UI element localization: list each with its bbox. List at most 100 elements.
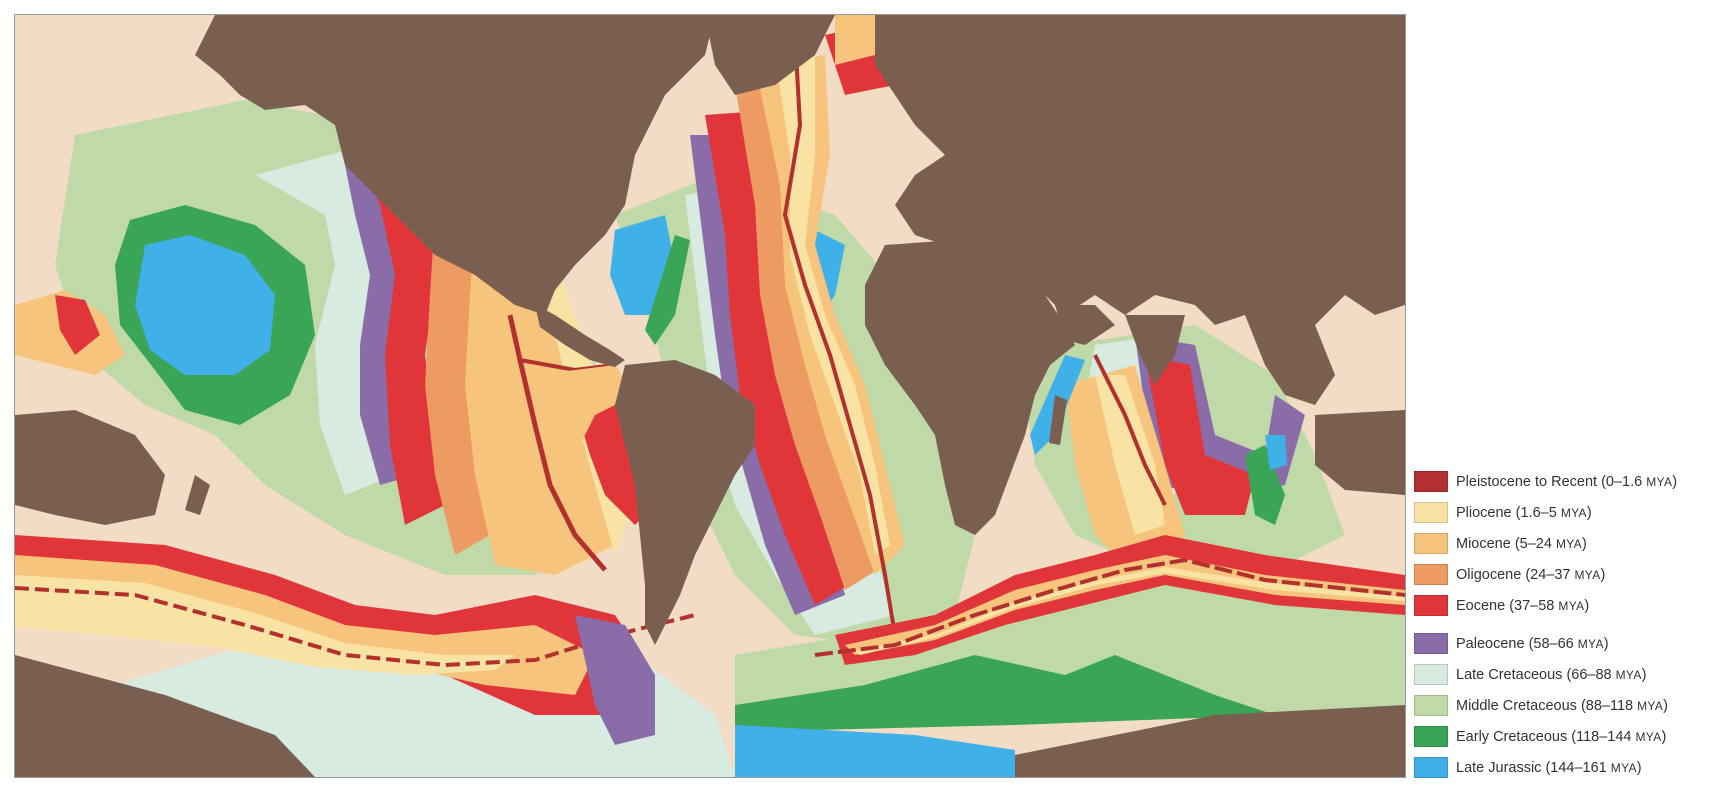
legend-swatch-oligocene — [1414, 564, 1448, 585]
legend-swatch-paleocene — [1414, 633, 1448, 654]
legend-item-pliocene: Pliocene (1.6–5 MYA) — [1414, 497, 1714, 528]
legend-name: Pleistocene to Recent — [1456, 473, 1598, 490]
central-america — [535, 305, 625, 367]
legend-swatch-late-jurassic — [1414, 757, 1448, 778]
southeast-indian-early-cretaceous — [735, 655, 1275, 730]
atlantic-pliocene — [775, 45, 890, 555]
antarctica-west — [15, 655, 315, 777]
india — [1125, 315, 1185, 385]
indian-eocene — [1145, 355, 1255, 515]
legend-range-close: ) — [1586, 504, 1592, 521]
legend-range: (24–37 — [1525, 566, 1575, 583]
central-indian-ridge — [1093, 354, 1167, 506]
south-america — [615, 360, 755, 645]
legend-unit: MYA — [1615, 667, 1642, 682]
legend-item-eocene: Eocene (37–58 MYA) — [1414, 590, 1714, 621]
legend-swatch-eocene — [1414, 595, 1448, 616]
legend-unit: MYA — [1646, 474, 1673, 489]
legend-label-pliocene: Pliocene (1.6–5 MYA) — [1456, 505, 1592, 521]
southern-indian-belt — [735, 535, 1405, 777]
legend-unit: MYA — [1558, 598, 1585, 613]
pacific-late-jurassic — [135, 235, 275, 375]
legend: Pleistocene to Recent (0–1.6 MYA) Pliocen… — [1414, 466, 1714, 783]
legend-label-oligocene: Oligocene (24–37 MYA) — [1456, 567, 1605, 583]
map-canvas — [15, 15, 1405, 777]
legend-name: Eocene — [1456, 597, 1506, 614]
legend-unit: MYA — [1577, 636, 1604, 651]
legend-swatch-pleistocene — [1414, 471, 1448, 492]
pacific-antarctic-ridge — [15, 586, 696, 668]
new-zealand — [185, 475, 210, 515]
legend-item-pleistocene: Pleistocene to Recent (0–1.6 MYA) — [1414, 466, 1714, 497]
legend-unit: MYA — [1637, 698, 1664, 713]
legend-name: Early Cretaceous — [1456, 728, 1568, 745]
legend-range-close: ) — [1661, 728, 1667, 745]
arabia — [1055, 305, 1115, 345]
legend-range: (58–66 — [1528, 635, 1578, 652]
legend-range: (88–118 — [1580, 697, 1638, 714]
southwest-indian-eocene-belt — [835, 535, 1405, 665]
antarctica-east — [1015, 705, 1405, 777]
australia-east — [1315, 410, 1405, 495]
legend-range-close: ) — [1641, 666, 1647, 683]
legend-unit: MYA — [1574, 567, 1601, 582]
legend-label-middle-cretaceous: Middle Cretaceous (88–118 MYA) — [1456, 698, 1668, 714]
legend-item-middle-cretaceous: Middle Cretaceous (88–118 MYA) — [1414, 690, 1714, 721]
legend-label-early-cretaceous: Early Cretaceous (118–144 MYA) — [1456, 729, 1666, 745]
southwest-indian-ridge — [814, 557, 1405, 657]
legend-name: Late Cretaceous — [1456, 666, 1563, 683]
legend-range-close: ) — [1663, 697, 1668, 714]
legend-item-early-cretaceous: Early Cretaceous (118–144 MYA) — [1414, 721, 1714, 752]
legend-range: (66–88 — [1566, 666, 1616, 683]
legend-item-late-cretaceous: Late Cretaceous (66–88 MYA) — [1414, 659, 1714, 690]
continents — [15, 15, 1405, 777]
indian-pliocene — [1095, 375, 1165, 535]
legend-unit: MYA — [1610, 760, 1637, 775]
legend-range-close: ) — [1672, 473, 1678, 490]
atlantic-early-cretaceous-west — [645, 235, 690, 345]
south-pacific-pliocene-belt — [15, 575, 515, 675]
madagascar — [1049, 395, 1067, 445]
legend-range: (37–58 — [1509, 597, 1559, 614]
legend-range: (118–144 — [1571, 728, 1636, 745]
legend-swatch-miocene — [1414, 533, 1448, 554]
legend-range: (144–161 — [1545, 759, 1611, 776]
africa — [865, 240, 1075, 535]
legend-swatch-late-cretaceous — [1414, 664, 1448, 685]
south-pacific-paleocene — [575, 615, 655, 745]
legend-name: Miocene — [1456, 535, 1511, 552]
legend-name: Late Jurassic — [1456, 759, 1542, 776]
legend-unit: MYA — [1560, 505, 1587, 520]
legend-swatch-middle-cretaceous — [1414, 695, 1448, 716]
legend-range-close: ) — [1636, 759, 1642, 776]
legend-unit: MYA — [1555, 536, 1582, 551]
southeast-indian-late-jurassic — [735, 725, 1015, 777]
legend-swatch-early-cretaceous — [1414, 726, 1448, 747]
legend-name: Oligocene — [1456, 566, 1522, 583]
legend-label-eocene: Eocene (37–58 MYA) — [1456, 598, 1589, 614]
legend-label-miocene: Miocene (5–24 MYA) — [1456, 536, 1587, 552]
legend-range-close: ) — [1600, 566, 1606, 583]
legend-range-close: ) — [1581, 535, 1587, 552]
western-pacific-eocene — [55, 295, 100, 355]
legend-name: Middle Cretaceous — [1456, 697, 1577, 714]
legend-name: Paleocene — [1456, 635, 1525, 652]
seafloor-age-map — [14, 14, 1406, 778]
legend-unit: MYA — [1635, 729, 1662, 744]
indian-early-cretaceous — [1245, 445, 1285, 525]
legend-name: Pliocene — [1456, 504, 1512, 521]
indian-late-jurassic — [1265, 435, 1287, 470]
australia-west — [15, 410, 165, 525]
legend-range-close: ) — [1584, 597, 1590, 614]
legend-range: (1.6–5 — [1515, 504, 1561, 521]
indian-ocean-floor — [1025, 325, 1345, 575]
legend-range: (5–24 — [1514, 535, 1556, 552]
legend-label-late-cretaceous: Late Cretaceous (66–88 MYA) — [1456, 667, 1646, 683]
legend-label-paleocene: Paleocene (58–66 MYA) — [1456, 636, 1609, 652]
southeast-asia — [1245, 315, 1335, 405]
legend-label-pleistocene: Pleistocene to Recent (0–1.6 MYA) — [1456, 474, 1677, 490]
nazca-miocene — [535, 365, 635, 455]
legend-item-oligocene: Oligocene (24–37 MYA) — [1414, 559, 1714, 590]
legend-label-late-jurassic: Late Jurassic (144–161 MYA) — [1456, 760, 1642, 776]
north-america — [195, 15, 715, 315]
